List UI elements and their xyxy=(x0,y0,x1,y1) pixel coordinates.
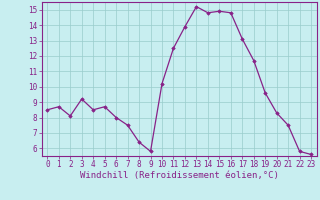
X-axis label: Windchill (Refroidissement éolien,°C): Windchill (Refroidissement éolien,°C) xyxy=(80,171,279,180)
